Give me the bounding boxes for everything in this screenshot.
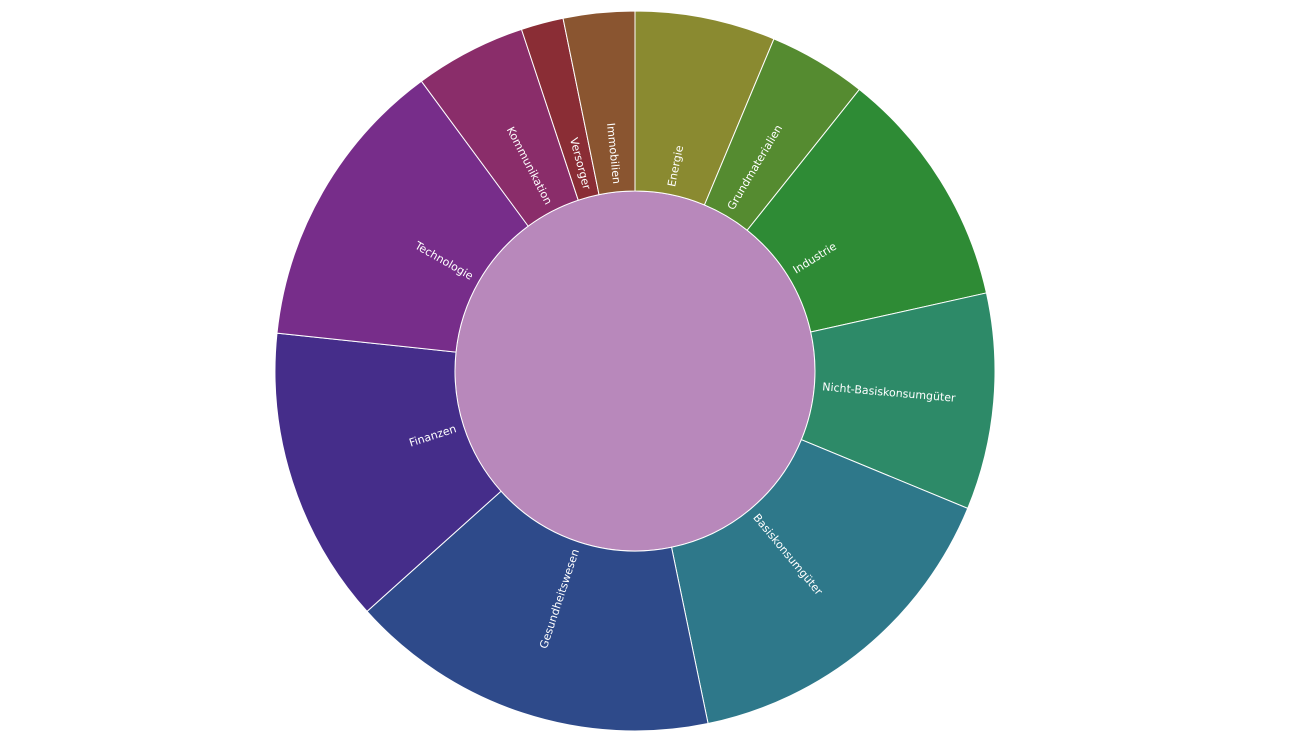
segment (366, 490, 709, 732)
segment-label: Immobilien (604, 122, 623, 184)
segment (670, 439, 969, 725)
segment (276, 80, 529, 353)
segment (562, 10, 636, 196)
segment (274, 332, 502, 613)
center (454, 190, 816, 552)
segment (746, 88, 988, 333)
